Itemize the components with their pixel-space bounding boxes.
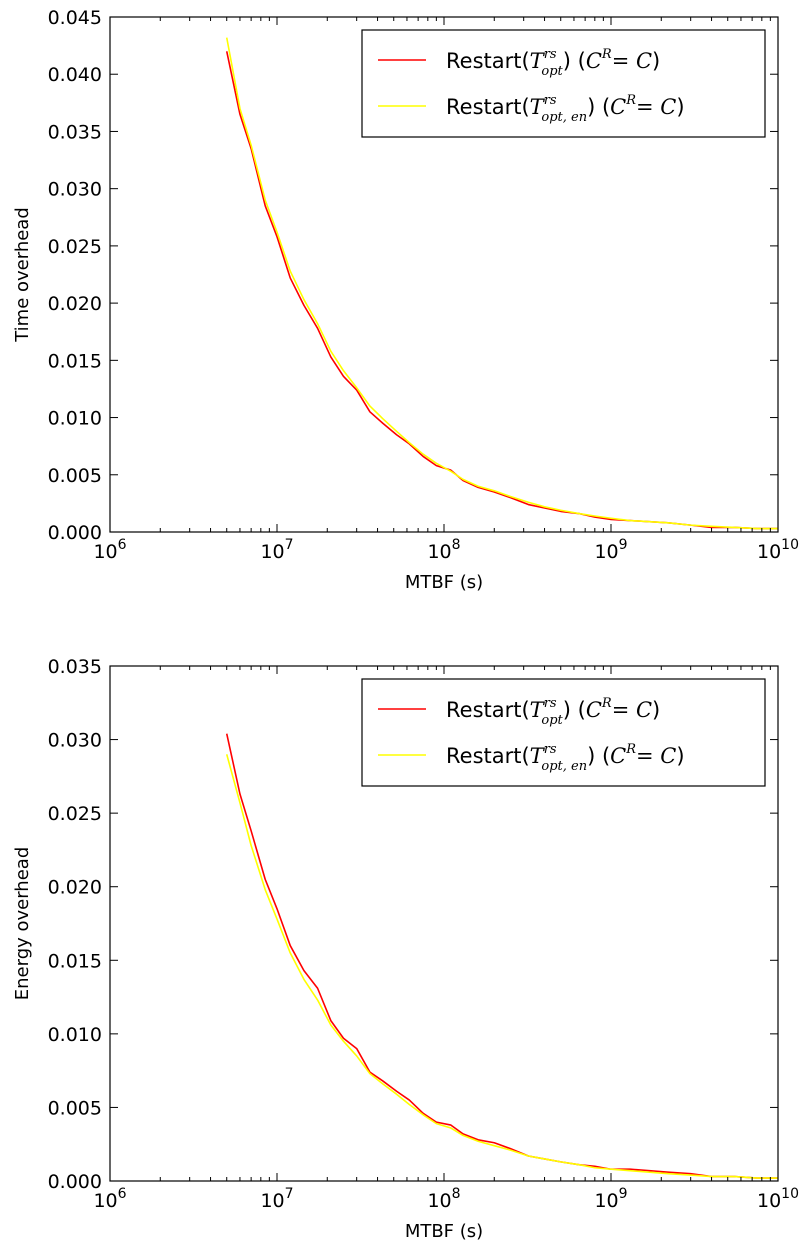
y-tick-label: 0.005: [48, 1097, 102, 1119]
x-axis-label: MTBF (s): [405, 1221, 483, 1242]
legend-label-1: Restart(Trs opt) (CR= C): [446, 47, 660, 79]
y-tick-label: 0.005: [48, 465, 102, 487]
legend: Restart(Trs opt) (CR= C) Restart(Trs opt, e…: [361, 29, 766, 138]
y-tick-label: 0.010: [48, 1024, 102, 1046]
x-tick-label: 106: [93, 537, 126, 563]
legend-label-2: Restart(Trs opt, en) (CR= C): [446, 742, 685, 774]
x-tick-label: 108: [427, 1186, 460, 1212]
y-tick-label: 0.045: [48, 7, 102, 29]
y-tick-label: 0.025: [48, 803, 102, 825]
y-axis-label: Energy overhead: [12, 847, 33, 1001]
y-tick-label: 0.035: [48, 656, 102, 678]
series-line-2: [225, 754, 778, 1179]
series-line-2: [225, 37, 778, 530]
x-tick-label: 107: [260, 537, 293, 563]
y-tick-label: 0.035: [48, 121, 102, 143]
y-tick-label: 0.020: [48, 293, 102, 315]
legend-label-2: Restart(Trs opt, en) (CR= C): [446, 93, 685, 125]
x-tick-label: 108: [427, 537, 460, 563]
y-tick-label: 0.015: [48, 350, 102, 372]
x-tick-label: 106: [93, 1186, 126, 1212]
legend: Restart(Trs opt) (CR= C) Restart(Trs opt, e…: [361, 678, 766, 787]
y-tick-label: 0.000: [48, 1171, 102, 1193]
x-axis-label: MTBF (s): [405, 572, 483, 593]
y-tick-label: 0.030: [48, 179, 102, 201]
chart-panel-1: 0.000 0.005 0.010 0.015 0.020 0.025 0.030 0.035…: [12, 7, 799, 593]
x-tick-label: 109: [594, 1186, 627, 1212]
y-tick-label: 0.040: [48, 64, 102, 86]
y-tick-label: 0.000: [48, 522, 102, 544]
chart-panel-2: 0.000 0.005 0.010 0.015 0.020 0.025 0.030 0.035…: [12, 656, 799, 1242]
y-tick-label: 0.020: [48, 877, 102, 899]
legend-box: [361, 29, 766, 138]
y-tick-label: 0.030: [48, 730, 102, 752]
x-tick-label: 1010: [757, 1186, 799, 1212]
y-tick-label: 0.015: [48, 950, 102, 972]
x-tick-label: 1010: [757, 537, 799, 563]
x-tick-label: 107: [260, 1186, 293, 1212]
series-line-1: [225, 733, 778, 1179]
y-tick-label: 0.010: [48, 408, 102, 430]
legend-box: [361, 678, 766, 787]
x-tick-label: 109: [594, 537, 627, 563]
y-axis-label: Time overhead: [12, 207, 33, 343]
legend-label-1: Restart(Trs opt) (CR= C): [446, 696, 660, 728]
y-tick-label: 0.025: [48, 236, 102, 258]
